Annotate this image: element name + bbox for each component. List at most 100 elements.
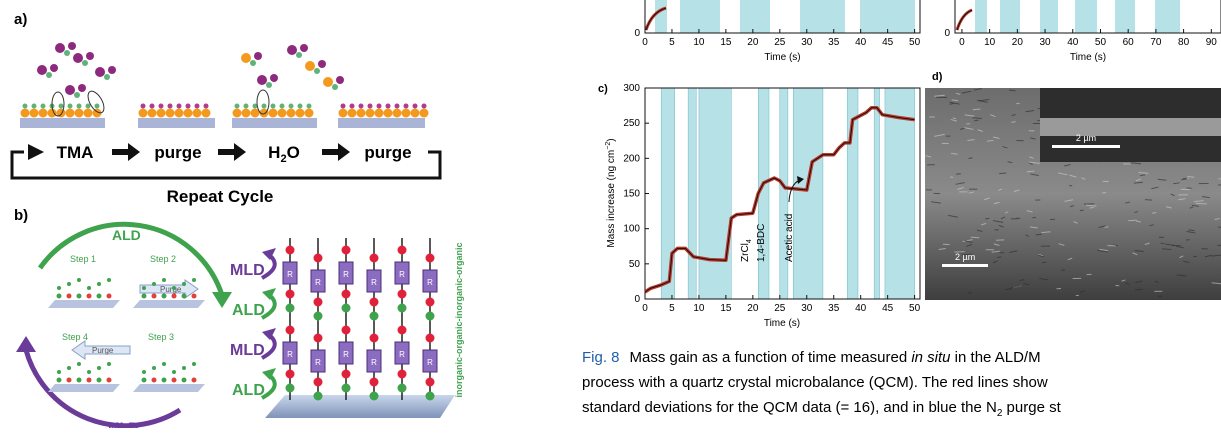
atom [242,109,251,118]
atom [175,109,184,118]
panel-label: a) [14,11,27,28]
molecule [266,82,272,88]
atom [413,104,418,109]
molecule [300,44,308,52]
atom [97,366,101,370]
atom [172,286,176,290]
atom [39,109,48,118]
linker-label: R [287,270,293,279]
panel-label: d) [932,71,943,83]
linker-label: R [315,358,321,367]
x-tick-label: 40 [1067,37,1079,48]
atom [342,384,351,393]
step-label: purge [364,143,411,162]
atom [107,294,112,299]
atom [307,104,312,109]
grain [972,118,982,119]
atom [195,104,200,109]
atom [141,104,146,109]
atom [139,109,148,118]
atom [269,109,278,118]
atom [286,304,295,313]
atom [67,282,71,286]
molecule [270,74,278,82]
substrate [338,118,425,128]
atom [59,104,64,109]
mini-substrate [133,300,205,308]
atom [370,312,379,321]
x-tick-label: 80 [1178,37,1190,48]
atom [398,326,407,335]
x-tick-label: 40 [855,37,867,48]
x-axis-label: Time (s) [1070,52,1106,63]
grain [1016,103,1019,104]
atom [77,362,81,366]
y-tick-label: 50 [629,259,641,270]
x-tick-label: 45 [882,37,894,48]
linker-label: R [427,358,433,367]
annotation: 1,4-BDC [756,224,767,262]
grain [951,153,957,154]
atom [314,392,323,401]
atom [359,104,364,109]
step-label: Step 4 [62,332,88,342]
mini-substrate [48,384,120,392]
step-label: H2O [268,143,300,165]
purge-label: Purge [92,346,114,355]
x-tick-label: 35 [828,37,840,48]
atom [426,254,435,263]
atom [87,370,91,374]
atom [67,294,72,299]
molecule [68,42,76,50]
x-tick-label: 10 [984,37,996,48]
atom [377,104,382,109]
step-label: purge [154,143,201,162]
atom [148,109,157,118]
atom [342,326,351,335]
layer-label: ALD [232,302,265,319]
text: H [268,143,280,162]
atom [77,104,82,109]
molecule [241,53,251,63]
x-tick-label: 40 [855,303,867,314]
mini-substrate [133,384,205,392]
atom [314,378,323,387]
atom [87,378,92,383]
atom [192,362,196,366]
grain [997,257,1001,258]
atom [182,366,186,370]
atom [342,370,351,379]
atom [305,109,314,118]
linker-label: R [343,350,349,359]
atom [68,104,73,109]
x-tick-label: 5 [669,303,675,314]
atom [348,109,357,118]
text: standard deviations for the QCM data (= … [582,399,997,416]
atom [384,109,393,118]
band [680,0,720,33]
molecule [305,61,315,71]
annotation: ZrCl4 [740,239,753,262]
linker-label: R [371,278,377,287]
atom [184,109,193,118]
molecule [332,84,338,90]
atom [342,246,351,255]
sem-inset-film [1040,118,1221,136]
molecule [336,76,344,84]
molecule [257,75,267,85]
text: ZrCl [740,243,751,262]
text: Mass gain as a function of time measured [630,349,912,366]
atom [287,109,296,118]
y-tick-label: 100 [623,224,640,235]
atom [142,378,147,383]
atom [375,109,384,118]
x-tick-label: 30 [801,303,813,314]
atom [193,109,202,118]
atom [32,104,37,109]
purge-band [688,88,696,299]
purge-label: Purge [160,285,182,294]
atom [398,384,407,393]
molecule [37,65,47,75]
